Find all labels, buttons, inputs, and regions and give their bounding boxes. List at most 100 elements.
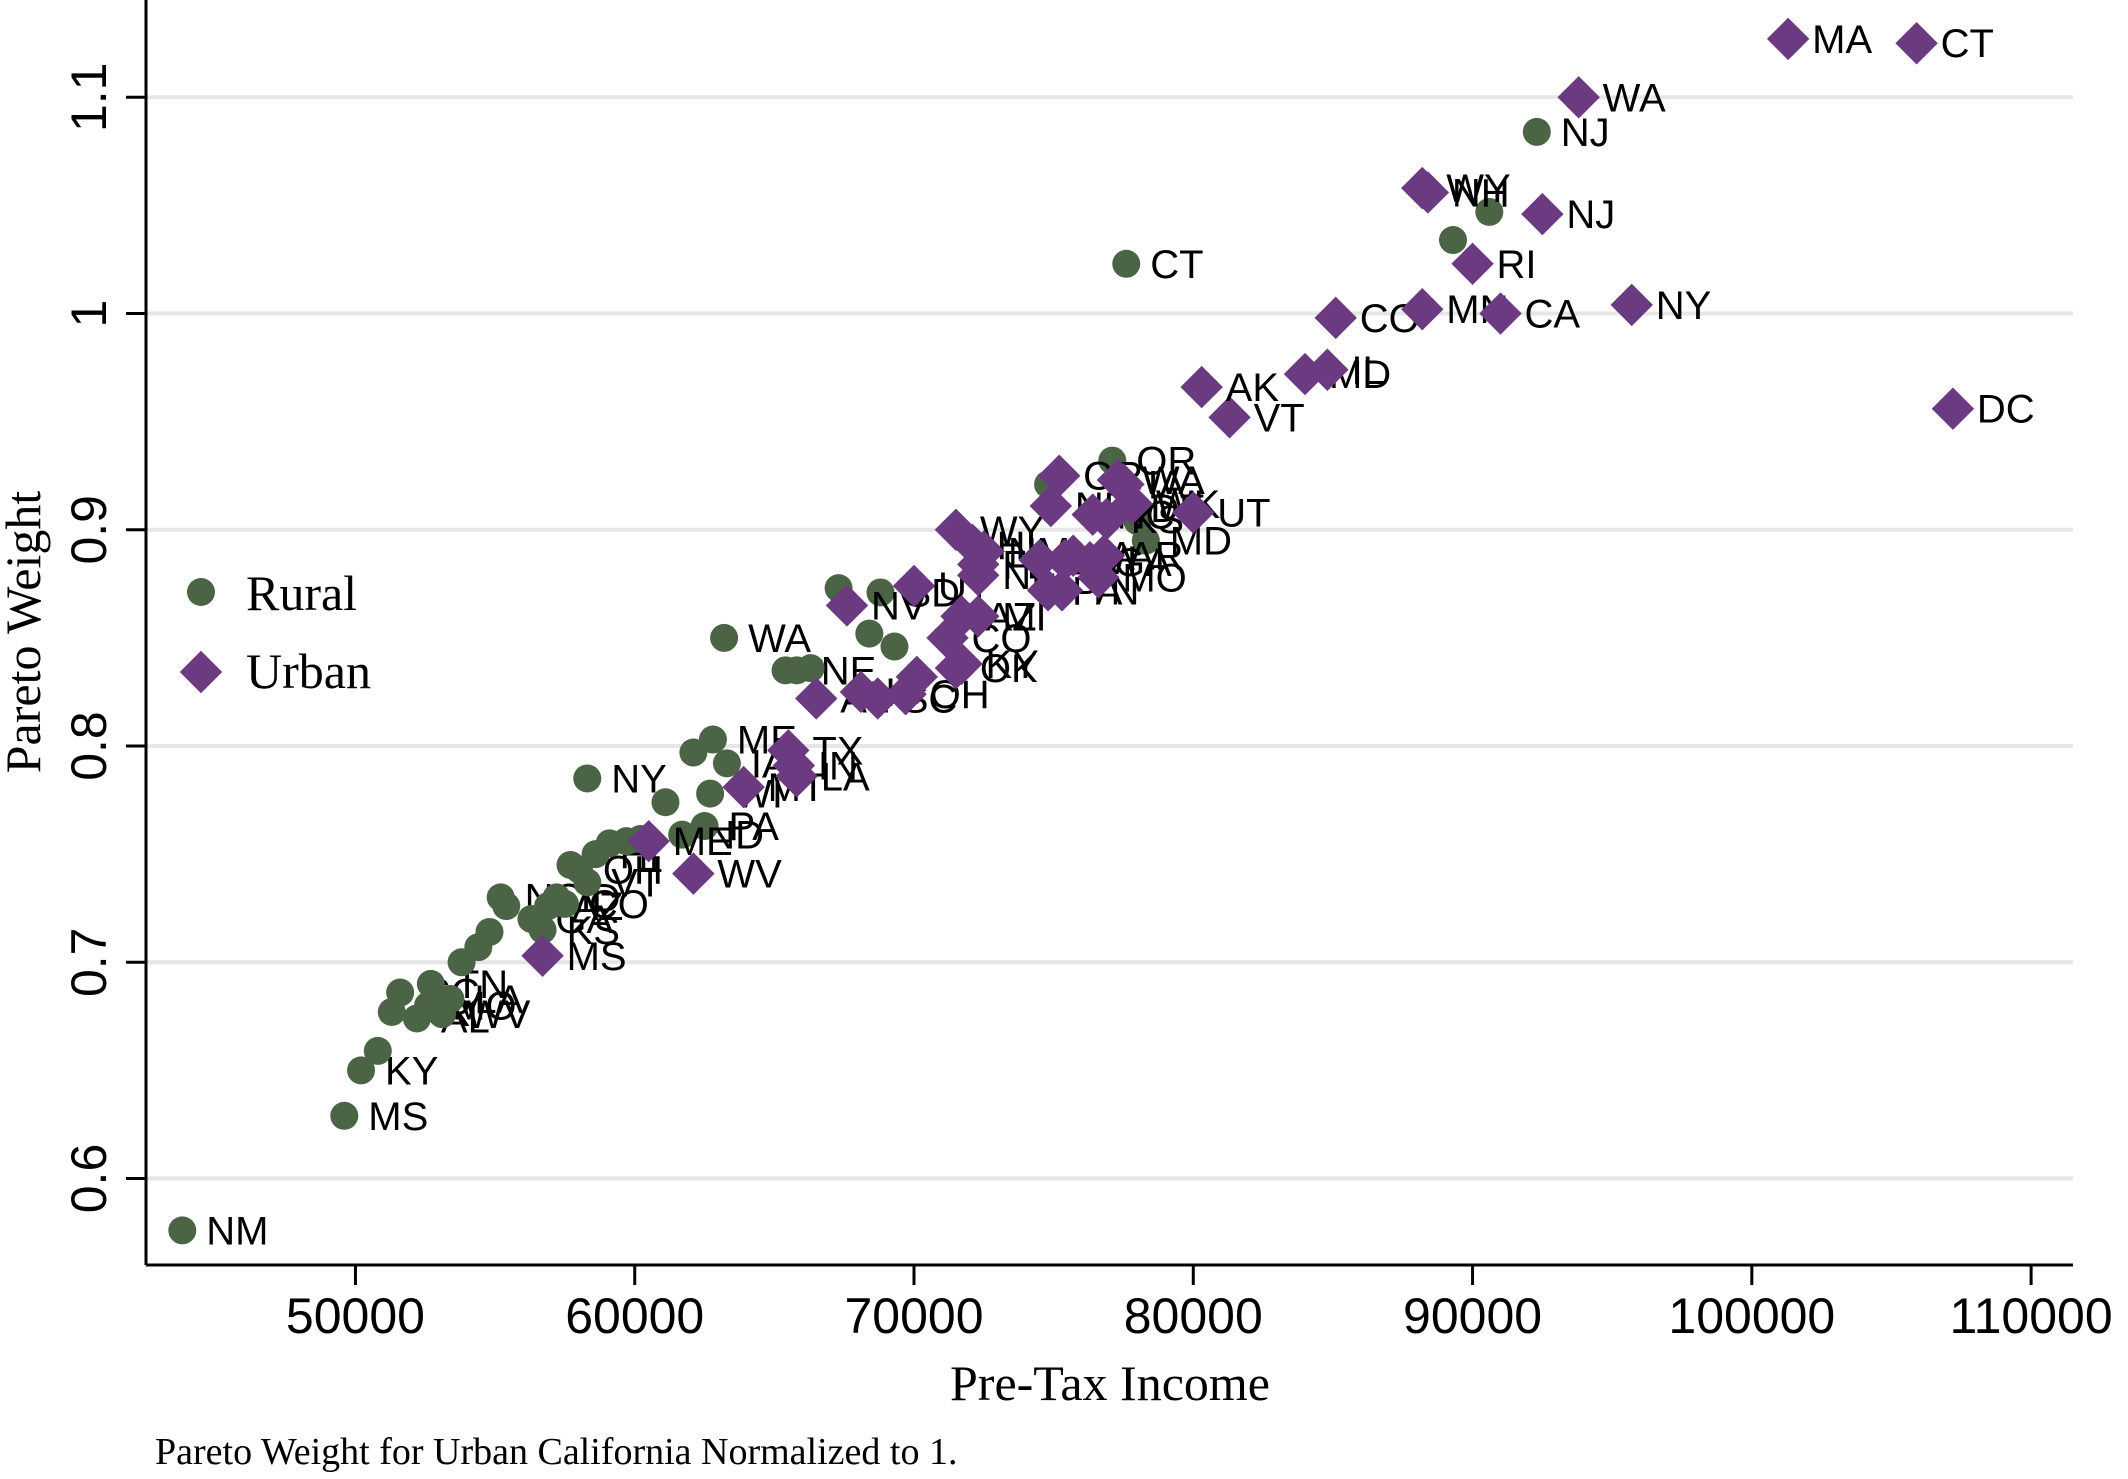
point-label: NH — [1452, 171, 1510, 215]
x-tick-label: 60000 — [565, 1288, 704, 1344]
point-label: MO — [452, 985, 516, 1029]
point-rural — [712, 749, 741, 778]
point-rural — [855, 619, 884, 648]
series-urban: MSMEWVMTTXINLAALNVIDSCOHUTCOOKKYAZMIWYHI… — [521, 17, 2035, 979]
point-label: KY — [385, 1049, 438, 1093]
point-urban — [1931, 387, 1975, 430]
point-label: GA — [1114, 541, 1172, 585]
point-label: VT — [1254, 396, 1305, 440]
point-urban — [1018, 538, 1061, 582]
point-rural — [528, 915, 557, 944]
point-urban — [521, 934, 564, 977]
point-label: DC — [1977, 388, 2035, 432]
point-label: RI — [1497, 243, 1537, 287]
point-label: IA — [1147, 463, 1185, 507]
point-rural — [880, 632, 909, 661]
point-label: CT — [1150, 243, 1203, 287]
y-tick-label: 0.8 — [61, 711, 117, 781]
y-tick-label: 0.6 — [61, 1144, 117, 1214]
point-label: WY — [1446, 167, 1510, 211]
point-label: MS — [368, 1095, 428, 1139]
legend-label-rural: Rural — [246, 565, 357, 621]
point-label: NJ — [1561, 111, 1610, 155]
point-urban — [1038, 454, 1081, 497]
point-rural — [386, 978, 415, 1007]
point-label: TX — [812, 729, 863, 773]
point-rural — [1439, 226, 1468, 255]
point-rural — [1475, 197, 1504, 226]
point-label: WA — [748, 617, 811, 661]
point-rural — [573, 868, 602, 897]
point-label: AR — [1128, 535, 1184, 579]
point-label: CT — [1941, 22, 1994, 66]
point-rural — [573, 764, 602, 793]
point-label: KY — [985, 643, 1038, 687]
point-urban — [1451, 242, 1494, 286]
point-urban — [1082, 534, 1126, 577]
point-label: VT — [611, 861, 662, 905]
point-label: MS — [567, 935, 627, 979]
point-rural — [866, 578, 895, 607]
y-ticks: 0.6 0.7 0.8 0.9 1 1.1 — [61, 63, 146, 1214]
y-tick-label: 1.1 — [61, 63, 117, 133]
point-rural — [796, 654, 825, 683]
x-tick-label: 100000 — [1668, 1288, 1835, 1344]
data-points: NMMSKYARSCALMOTNWVLANCGAKSAZIDCOOHVTHINY… — [168, 17, 2035, 1253]
point-rural — [492, 892, 521, 921]
point-label: NM — [206, 1209, 268, 1253]
point-label: LA — [474, 978, 523, 1022]
point-rural — [416, 969, 445, 998]
point-label: KS — [567, 909, 620, 953]
point-urban — [1610, 283, 1653, 327]
point-rural — [651, 788, 680, 817]
legend-marker-urban — [179, 650, 223, 694]
point-urban — [1172, 491, 1215, 534]
point-label: WV — [717, 853, 782, 897]
point-label: OK — [980, 647, 1038, 691]
point-urban — [1401, 288, 1444, 331]
point-urban — [1479, 292, 1522, 335]
point-urban — [1557, 76, 1600, 119]
footnote: Pareto Weight for Urban California Norma… — [155, 1431, 958, 1473]
legend: Rural Urban — [179, 565, 371, 699]
point-label: IN — [818, 744, 858, 788]
point-rural — [696, 779, 725, 808]
point-label: IL — [1351, 349, 1384, 393]
point-label: UT — [1217, 491, 1270, 535]
point-label: MD — [1170, 520, 1232, 564]
point-label: NJ — [1566, 193, 1615, 237]
point-rural — [363, 1036, 392, 1065]
point-label: CO — [589, 883, 649, 927]
point-label: NY — [1656, 284, 1712, 328]
point-rural — [698, 725, 727, 754]
x-tick-label: 70000 — [844, 1288, 983, 1344]
point-rural — [1522, 117, 1551, 146]
point-urban — [1314, 296, 1357, 340]
point-rural — [330, 1101, 359, 1130]
y-tick-label: 0.7 — [61, 928, 117, 998]
point-urban — [1895, 22, 1938, 65]
point-rural — [347, 1056, 376, 1085]
x-ticks: 50000 60000 70000 80000 90000 100000 110000 — [286, 1265, 2113, 1344]
legend-label-urban: Urban — [246, 643, 371, 699]
y-tick-label: 0.9 — [61, 495, 117, 565]
point-label: WV — [466, 993, 531, 1037]
point-rural — [710, 623, 739, 652]
point-label: WA — [1603, 76, 1666, 120]
x-tick-label: 80000 — [1124, 1288, 1263, 1344]
legend-marker-rural — [187, 578, 215, 606]
point-label: CA — [1524, 293, 1580, 337]
point-urban — [1306, 348, 1349, 391]
y-tick-label: 1 — [61, 300, 117, 328]
point-urban — [1521, 192, 1564, 236]
point-urban — [1208, 396, 1251, 439]
point-label: PA — [729, 805, 780, 849]
point-rural — [436, 985, 465, 1014]
point-urban — [1029, 484, 1073, 528]
point-urban — [1406, 171, 1450, 214]
point-rural — [475, 917, 504, 946]
point-urban — [1766, 17, 1810, 61]
x-tick-label: 110000 — [1950, 1288, 2113, 1344]
point-urban — [1180, 365, 1223, 409]
